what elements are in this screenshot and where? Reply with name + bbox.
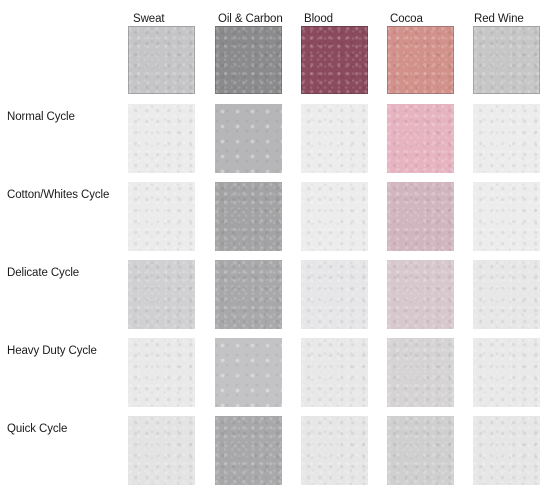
swatch-normal-cycle-sweat <box>128 104 195 173</box>
row-label-delicate-cycle: Delicate Cycle <box>7 267 80 279</box>
swatch-quick-cycle-oil-carbon <box>215 416 282 485</box>
column-header-sweat: Sweat <box>133 13 165 25</box>
swatch-quick-cycle-red-wine <box>473 416 540 485</box>
row-label-normal-cycle: Normal Cycle <box>7 111 75 123</box>
column-header-blood: Blood <box>304 13 333 25</box>
row-label-quick-cycle: Quick Cycle <box>7 423 68 435</box>
swatch-reference-oil-carbon <box>215 26 282 94</box>
swatch-delicate-cycle-red-wine <box>473 260 540 329</box>
swatch-cotton-whites-cycle-cocoa <box>387 182 454 251</box>
swatch-delicate-cycle-sweat <box>128 260 195 329</box>
swatch-heavy-duty-cycle-blood <box>301 338 368 407</box>
swatch-delicate-cycle-cocoa <box>387 260 454 329</box>
swatch-delicate-cycle-oil-carbon <box>215 260 282 329</box>
swatch-heavy-duty-cycle-cocoa <box>387 338 454 407</box>
row-label-cotton-whites-cycle: Cotton/Whites Cycle <box>7 189 110 201</box>
swatch-normal-cycle-red-wine <box>473 104 540 173</box>
column-header-oil-carbon: Oil & Carbon <box>218 13 283 25</box>
swatch-reference-red-wine <box>473 26 540 94</box>
swatch-cotton-whites-cycle-sweat <box>128 182 195 251</box>
swatch-heavy-duty-cycle-sweat <box>128 338 195 407</box>
swatch-quick-cycle-blood <box>301 416 368 485</box>
swatch-heavy-duty-cycle-oil-carbon <box>215 338 282 407</box>
row-label-heavy-duty-cycle: Heavy Duty Cycle <box>7 345 97 357</box>
swatch-reference-blood <box>301 26 368 94</box>
swatch-normal-cycle-oil-carbon <box>215 104 282 173</box>
swatch-quick-cycle-cocoa <box>387 416 454 485</box>
swatch-cotton-whites-cycle-blood <box>301 182 368 251</box>
swatch-normal-cycle-blood <box>301 104 368 173</box>
column-header-cocoa: Cocoa <box>390 13 423 25</box>
swatch-heavy-duty-cycle-red-wine <box>473 338 540 407</box>
swatch-normal-cycle-cocoa <box>387 104 454 173</box>
swatch-cotton-whites-cycle-oil-carbon <box>215 182 282 251</box>
swatch-quick-cycle-sweat <box>128 416 195 485</box>
swatch-delicate-cycle-blood <box>301 260 368 329</box>
column-header-red-wine: Red Wine <box>474 13 524 25</box>
swatch-reference-sweat <box>128 26 195 94</box>
swatch-reference-cocoa <box>387 26 454 94</box>
swatch-cotton-whites-cycle-red-wine <box>473 182 540 251</box>
